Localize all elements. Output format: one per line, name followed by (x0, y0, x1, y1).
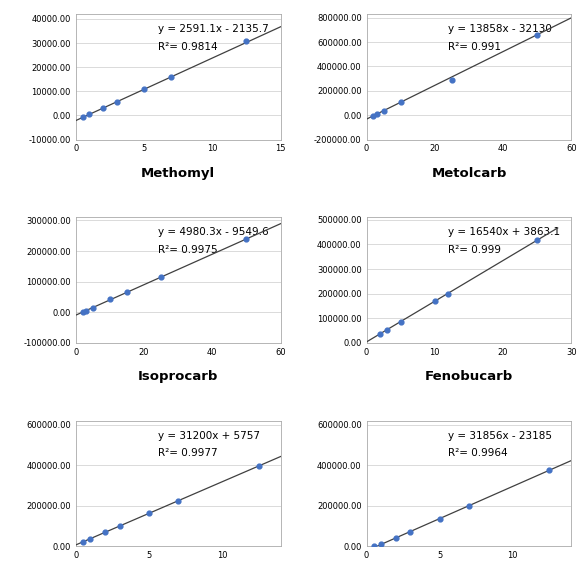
Point (100, 528, 110, 537)
Point (406, 527, 415, 536)
Point (464, 501, 473, 510)
Point (435, 514, 444, 523)
Text: y = 31856x - 23185: y = 31856x - 23185 (448, 431, 553, 441)
Point (78, 113, 87, 122)
Point (86, 534, 95, 543)
Point (379, 106, 388, 115)
Text: Metolcarb: Metolcarb (431, 167, 507, 180)
Text: Isoprocarb: Isoprocarb (138, 370, 219, 383)
Point (369, 542, 378, 551)
Point (375, 329, 385, 338)
Point (115, 521, 124, 530)
Point (382, 325, 392, 334)
Point (156, 272, 166, 282)
Point (106, 295, 115, 304)
Point (99, 104, 108, 113)
Text: y = 13858x - 32130: y = 13858x - 32130 (448, 24, 552, 34)
Point (368, 111, 378, 120)
Text: R²= 0.9977: R²= 0.9977 (157, 448, 217, 458)
Text: y = 31200x + 5757: y = 31200x + 5757 (157, 431, 259, 441)
Point (144, 509, 153, 518)
Text: R²= 0.999: R²= 0.999 (448, 245, 501, 255)
Text: y = 4980.3x - 9549.6: y = 4980.3x - 9549.6 (157, 227, 268, 238)
Text: Methomyl: Methomyl (141, 167, 215, 180)
Text: Fenobucarb: Fenobucarb (425, 370, 513, 383)
Point (391, 534, 401, 543)
Text: R²= 0.9975: R²= 0.9975 (157, 245, 217, 255)
Point (78, 307, 87, 316)
Point (174, 496, 183, 505)
Text: R²= 0.991: R²= 0.991 (448, 42, 501, 52)
Point (377, 540, 386, 549)
Point (430, 297, 440, 306)
Point (444, 289, 453, 298)
Point (88, 303, 97, 312)
Point (532, 235, 542, 244)
Point (396, 317, 405, 326)
Text: y = 2591.1x - 2135.7: y = 2591.1x - 2135.7 (157, 24, 268, 34)
Point (372, 110, 381, 119)
Point (545, 466, 554, 475)
Point (85, 110, 94, 119)
Point (532, 30, 542, 39)
Text: R²= 0.9964: R²= 0.9964 (448, 448, 508, 458)
Point (167, 72, 176, 81)
Point (79, 537, 88, 546)
Text: R²= 0.9814: R²= 0.9814 (157, 42, 217, 52)
Text: y = 16540x + 3863.1: y = 16540x + 3863.1 (448, 227, 561, 238)
Point (447, 75, 456, 84)
Point (242, 234, 251, 243)
Point (82, 306, 91, 315)
Point (254, 462, 264, 471)
Point (242, 36, 251, 45)
Point (139, 84, 149, 93)
Point (396, 98, 405, 107)
Point (122, 288, 132, 297)
Point (112, 97, 121, 106)
